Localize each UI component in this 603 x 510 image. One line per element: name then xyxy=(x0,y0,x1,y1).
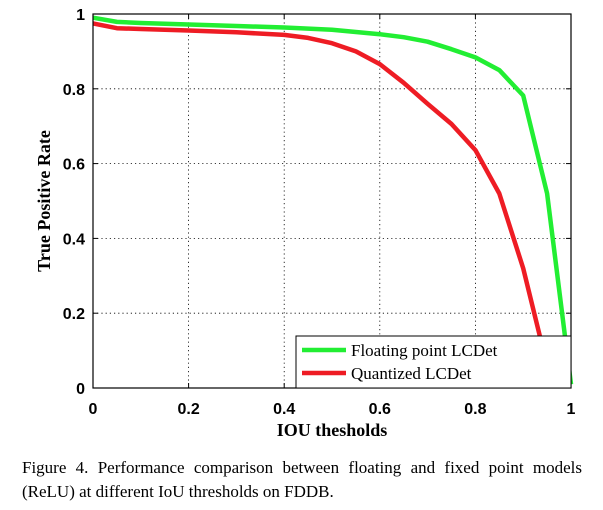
y-tick-label: 0 xyxy=(76,381,85,398)
tick-labels: 0 0.2 0.4 0.6 0.8 1 0 0.2 0.4 0.6 0.8 1 xyxy=(63,7,576,418)
legend: Floating point LCDet Quantized LCDet xyxy=(295,335,572,389)
grid-lines xyxy=(93,14,571,388)
y-tick-label: 1 xyxy=(76,7,85,24)
figure-caption: Figure 4. Performance comparison between… xyxy=(22,458,582,501)
y-tick-label: 0.4 xyxy=(63,231,85,248)
tpr-vs-iou-chart: 0 0.2 0.4 0.6 0.8 1 0 0.2 0.4 0.6 0.8 1 IOU theshol… xyxy=(34,7,576,440)
y-axis-label: True Positive Rate xyxy=(34,130,54,272)
x-tick-label: 0.4 xyxy=(273,401,295,418)
series-layer xyxy=(92,15,574,385)
x-tick-label: 0 xyxy=(89,401,98,418)
series-line-0 xyxy=(92,15,574,385)
legend-box xyxy=(295,335,572,389)
x-tick-label: 0.2 xyxy=(177,401,199,418)
legend-label-0: Floating point LCDet xyxy=(351,341,498,360)
x-axis-label: IOU thesholds xyxy=(277,420,388,440)
legend-label-1: Quantized LCDet xyxy=(351,364,472,383)
y-tick-label: 0.2 xyxy=(63,306,85,323)
x-tick-label: 0.8 xyxy=(464,401,486,418)
series-line-1 xyxy=(92,21,550,367)
y-tick-label: 0.8 xyxy=(63,82,85,99)
y-tick-label: 0.6 xyxy=(63,157,85,174)
x-tick-label: 1 xyxy=(567,401,576,418)
x-tick-label: 0.6 xyxy=(369,401,391,418)
